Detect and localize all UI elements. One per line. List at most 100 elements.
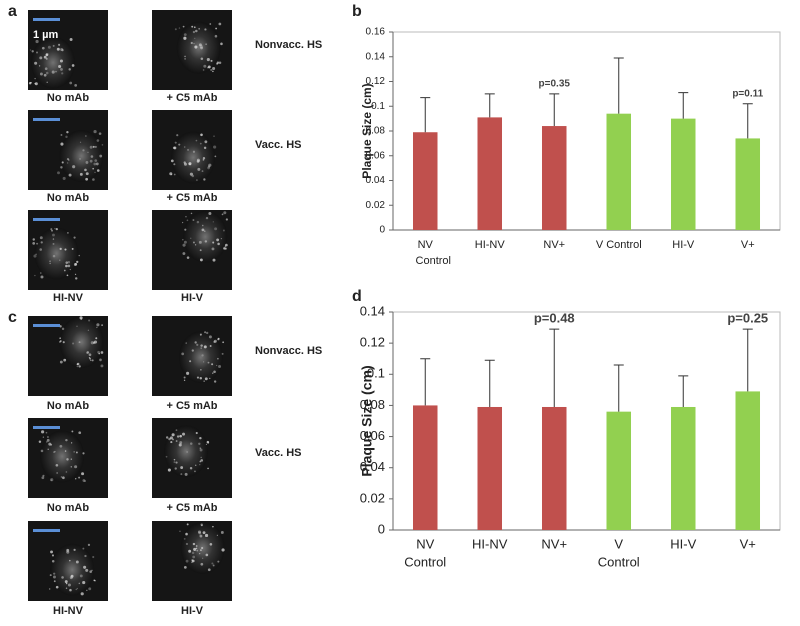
micrograph-speck: [213, 370, 216, 374]
x-tick-label: Control: [404, 554, 446, 569]
micrograph-speck: [78, 365, 81, 368]
micrograph-speck: [35, 39, 39, 44]
micrograph-speck: [212, 221, 214, 223]
micrograph-speck: [202, 157, 206, 160]
micrograph-speck: [74, 83, 78, 87]
micrograph-speck: [214, 155, 217, 158]
micrograph-speck: [198, 159, 201, 162]
micrograph-speck: [194, 45, 198, 49]
micrograph-speck: [53, 580, 56, 583]
micrograph-speck: [100, 364, 104, 368]
micrograph-speck: [174, 28, 177, 31]
image-label: No mAb: [47, 92, 89, 104]
micrograph-speck: [94, 145, 97, 148]
micrograph-speck: [197, 167, 201, 171]
y-tick-label: 0.16: [366, 27, 386, 38]
micrograph-speck: [66, 162, 69, 164]
micrograph-speck: [200, 344, 203, 347]
micrograph-speck: [176, 435, 180, 438]
micrograph-speck: [175, 461, 178, 464]
micrograph-speck: [222, 341, 225, 344]
micrograph-speck: [31, 50, 34, 53]
micrograph-speck: [78, 582, 81, 585]
micrograph-speck: [58, 64, 62, 69]
micrograph-speck: [50, 443, 53, 446]
micrograph-speck: [178, 143, 181, 146]
micrograph-speck: [186, 451, 189, 453]
micrograph-speck: [42, 436, 45, 438]
y-tick-label: 0.1: [371, 101, 385, 112]
micrograph-speck: [172, 438, 174, 441]
micrograph-speck: [101, 144, 104, 146]
micrograph-speck: [200, 459, 204, 462]
micrograph-speck: [200, 562, 204, 566]
micrograph-speck: [39, 72, 43, 76]
micrograph-speck: [167, 468, 171, 472]
micrograph-speck: [99, 154, 103, 158]
micrograph-speck: [75, 478, 77, 480]
micrograph-speck: [199, 534, 203, 538]
micrograph-speck: [57, 171, 60, 175]
micrograph-speck: [182, 252, 186, 256]
micrograph-speck: [90, 341, 94, 345]
micrograph-speck: [84, 554, 87, 558]
micrograph-speck: [100, 351, 104, 354]
micrograph-speck: [186, 371, 190, 375]
micrograph-speck: [200, 549, 202, 552]
error-bar: [420, 97, 431, 133]
group-label: Vacc. HS: [255, 139, 301, 151]
micrograph-speck: [60, 133, 63, 136]
micrograph-speck: [185, 532, 188, 536]
micrograph-speck: [69, 588, 72, 592]
micrograph-speck: [196, 160, 200, 163]
micrograph-speck: [187, 148, 190, 151]
micrograph-speck: [207, 467, 209, 470]
micrograph-speck: [51, 229, 53, 232]
micrograph-speck: [73, 236, 76, 239]
micrograph-speck: [91, 569, 93, 572]
micrograph-speck: [61, 48, 64, 52]
micrograph-speck: [184, 146, 186, 148]
micrograph-speck: [195, 547, 198, 550]
micrograph-speck: [67, 261, 71, 264]
scale-bar: [33, 426, 60, 429]
micrograph-speck: [225, 218, 228, 221]
error-bar: [742, 328, 753, 392]
micrograph-speck: [62, 341, 65, 344]
micrograph-speck: [34, 77, 36, 80]
micrograph-speck: [82, 547, 85, 550]
micrograph-speck: [176, 134, 179, 137]
micrograph-speck: [42, 474, 45, 477]
micrograph-speck: [180, 466, 184, 469]
micrograph-speck: [202, 531, 206, 535]
micrograph-speck: [65, 264, 68, 268]
micrograph-speck: [64, 358, 66, 361]
micrograph-speck: [198, 531, 202, 535]
micrograph-speck: [216, 534, 218, 536]
micrograph-speck: [74, 263, 78, 266]
micrograph-speck: [55, 228, 58, 231]
micrograph-speck: [70, 574, 74, 578]
micrograph-speck: [207, 568, 211, 572]
micrograph-speck: [218, 61, 222, 64]
micrograph-speck: [206, 440, 210, 444]
micrograph-speck: [199, 249, 202, 252]
micrograph-speck: [61, 576, 64, 579]
bar: [735, 391, 761, 530]
micrograph-speck: [54, 227, 56, 230]
micrograph-speck: [173, 461, 176, 463]
group-label: Nonvacc. HS: [255, 345, 322, 357]
micrograph-speck: [199, 552, 201, 555]
micrograph-speck: [200, 369, 202, 371]
micrograph-speck: [51, 560, 55, 563]
micrograph-speck: [184, 162, 187, 166]
micrograph-speck: [213, 145, 217, 149]
micrograph-speck: [194, 341, 197, 344]
plot-frame: [392, 31, 781, 231]
micrograph-speck: [199, 460, 202, 463]
micrograph-speck: [81, 472, 85, 476]
micrograph-speck: [195, 29, 198, 33]
micrograph-speck: [63, 269, 66, 272]
micrograph-speck: [56, 472, 58, 474]
micrograph-speck: [204, 240, 208, 243]
